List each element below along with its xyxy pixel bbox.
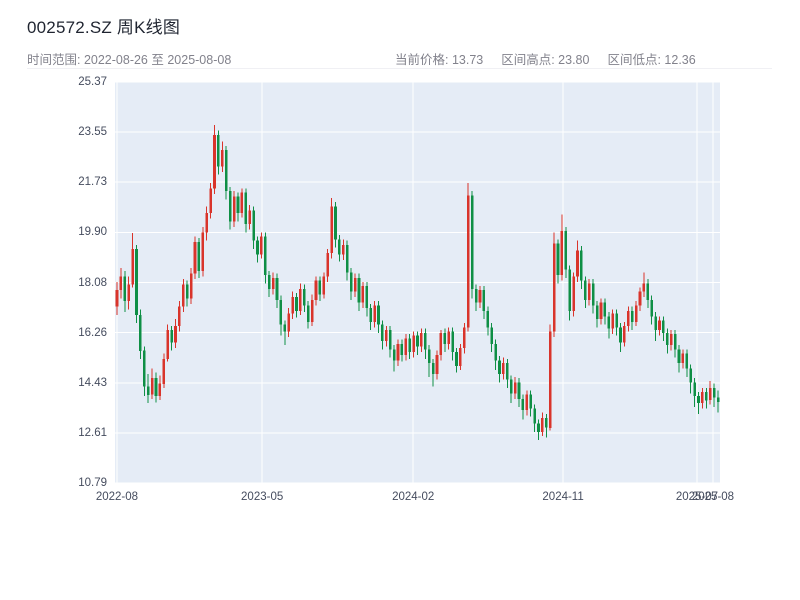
x-axis-label: 2024-11: [542, 491, 584, 503]
price-stats: 当前价格: 13.73 区间高点: 23.80 区间低点: 12.36: [395, 49, 696, 68]
header-divider: [27, 68, 772, 69]
page-title: 002572.SZ 周K线图: [27, 18, 181, 37]
candlestick-chart: 10.79 12.61 14.43 16.26 18.08 19.90 21.73 23.55…: [78, 76, 734, 503]
x-axis: 2022-08 2023-05 2024-02 2024-11 2025-07 2025-…: [96, 483, 734, 507]
x-axis-label: 2025-08: [691, 491, 735, 503]
y-axis-label: 21.73: [78, 176, 107, 189]
time-range-label: 时间范围: 2022-08-26 至 2025-08-08: [27, 53, 232, 67]
y-axis-label: 23.55: [78, 126, 107, 139]
x-axis-label: 2022-08: [95, 491, 139, 503]
stat-range-low: 区间低点: 12.36: [607, 53, 696, 67]
x-axis-label: 2023-05: [241, 491, 284, 503]
chart-canvas: [115, 82, 720, 483]
y-axis-label: 19.90: [78, 226, 107, 239]
y-axis-label: 10.79: [78, 477, 107, 489]
y-axis-label: 14.43: [78, 376, 107, 389]
y-axis-label: 18.08: [78, 276, 107, 289]
gridlines: [115, 82, 720, 483]
y-axis-label: 12.61: [78, 426, 107, 439]
x-axis-label: 2024-02: [392, 491, 435, 503]
y-axis: 10.79 12.61 14.43 16.26 18.08 19.90 21.73 23.55…: [27, 76, 107, 489]
y-axis-label: 16.26: [78, 326, 107, 339]
x-axis-label: 2025-07: [675, 491, 719, 503]
stat-range-high: 区间高点: 23.80: [501, 53, 590, 67]
candles-layer: [115, 125, 720, 440]
stat-current-price: 当前价格: 13.73: [395, 53, 484, 67]
y-axis-label: 25.37: [78, 76, 107, 88]
